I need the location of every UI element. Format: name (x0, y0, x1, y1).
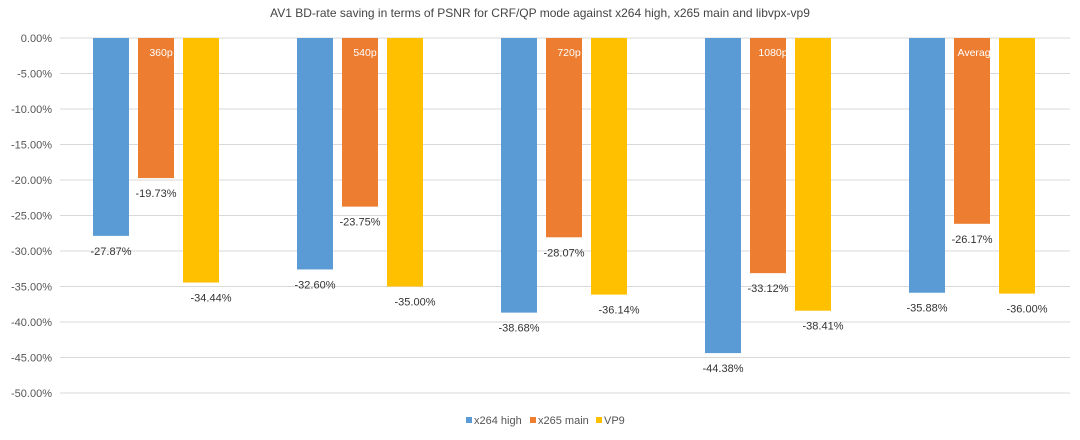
bar-x264-high-average (909, 38, 945, 293)
data-label: -28.07% (544, 247, 585, 259)
category-labels: 360p 540p 720p 1080p Average (149, 47, 996, 59)
category-label: 720p (557, 47, 581, 59)
legend-swatch (530, 417, 536, 423)
bar-vp9-average (999, 38, 1035, 294)
data-labels: -27.87% -19.73% -34.44% -32.60% -23.75% -35.0… (91, 188, 1048, 375)
data-label: -23.75% (340, 217, 381, 229)
y-tick-label: -45.00% (11, 353, 52, 365)
data-label: -33.12% (748, 283, 789, 295)
bar-x265-main-360p (138, 38, 174, 179)
bar-x265-main-average (954, 38, 990, 224)
bar-vp9-360p (183, 38, 219, 283)
data-label: -35.00% (395, 297, 436, 309)
bar-x264-high-360p (93, 38, 129, 236)
y-tick-label: -20.00% (11, 175, 52, 187)
legend: x264 high x265 main VP9 (466, 415, 625, 427)
chart-title: AV1 BD-rate saving in terms of PSNR for … (270, 6, 810, 20)
bars (93, 38, 1035, 354)
y-tick-label: -5.00% (17, 69, 52, 81)
legend-swatch (596, 417, 602, 423)
bar-x264-high-540p (297, 38, 333, 270)
data-label: -19.73% (136, 188, 177, 200)
data-label: -44.38% (703, 363, 744, 375)
data-label: -36.00% (1007, 304, 1048, 316)
bar-x265-main-720p (546, 38, 582, 238)
bar-vp9-540p (387, 38, 423, 287)
y-tick-label: -25.00% (11, 211, 52, 223)
bar-x264-high-720p (501, 38, 537, 313)
y-tick-label: -10.00% (11, 104, 52, 116)
bar-vp9-720p (591, 38, 627, 295)
legend-swatch (466, 417, 472, 423)
y-tick-label: -15.00% (11, 140, 52, 152)
y-tick-label: -40.00% (11, 317, 52, 329)
data-label: -36.14% (599, 305, 640, 317)
data-label: -26.17% (952, 234, 993, 246)
data-label: -35.88% (907, 303, 948, 315)
y-tick-label: -35.00% (11, 282, 52, 294)
category-label: 1080p (758, 47, 787, 59)
data-label: -38.41% (803, 321, 844, 333)
data-label: -38.68% (499, 323, 540, 335)
y-tick-label: -50.00% (11, 388, 52, 400)
data-label: -32.60% (295, 279, 336, 291)
category-label: Average (958, 47, 997, 59)
legend-label: x264 high (474, 415, 522, 427)
bar-vp9-1080p (795, 38, 831, 311)
category-label: 540p (353, 47, 377, 59)
bar-x265-main-1080p (750, 38, 786, 274)
legend-label: VP9 (604, 415, 625, 427)
category-label: 360p (149, 47, 173, 59)
y-axis-ticks: 0.00% -5.00% -10.00% -15.00% -20.00% -25.00% -… (11, 33, 52, 400)
data-label: -34.44% (191, 293, 232, 305)
y-tick-label: 0.00% (21, 33, 52, 45)
bar-x265-main-540p (342, 38, 378, 207)
legend-label: x265 main (538, 415, 589, 427)
data-label: -27.87% (91, 246, 132, 258)
y-tick-label: -30.00% (11, 246, 52, 258)
bar-x264-high-1080p (705, 38, 741, 354)
